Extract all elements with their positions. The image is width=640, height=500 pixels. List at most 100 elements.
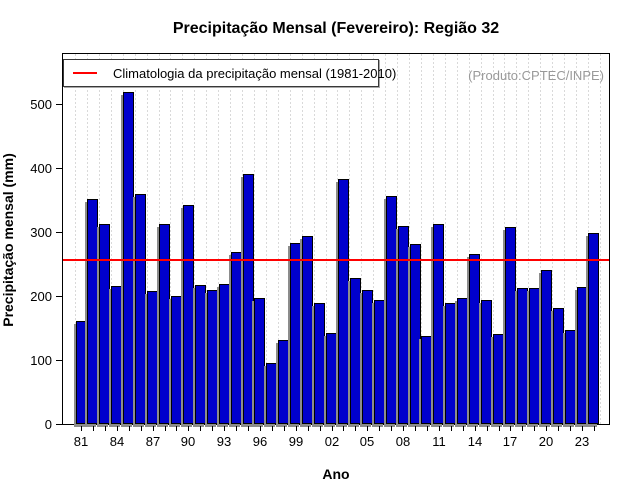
- x-tick: [153, 426, 154, 431]
- x-tick: [93, 426, 94, 431]
- x-tick: [212, 426, 213, 431]
- x-tick: [129, 426, 130, 431]
- x-tick-label: 87: [145, 434, 161, 449]
- y-tick-label: 200: [30, 289, 52, 304]
- grid-line: [576, 54, 578, 424]
- grid-line: [170, 54, 172, 424]
- grid-line: [444, 54, 446, 424]
- y-tick-label: 500: [30, 97, 52, 112]
- bar-98: [278, 340, 290, 424]
- grid-line: [313, 54, 315, 424]
- grid-line: [480, 54, 482, 424]
- bar-94: [230, 252, 242, 424]
- x-tick: [451, 426, 452, 431]
- bar-21: [552, 308, 564, 424]
- bar-07: [385, 196, 397, 424]
- bar-18: [516, 288, 528, 424]
- x-tick-label: 14: [467, 434, 483, 449]
- grid-line: [146, 54, 148, 424]
- y-tick-label: 300: [30, 225, 52, 240]
- x-tick-label: 90: [180, 434, 196, 449]
- x-tick: [260, 426, 261, 431]
- x-tick: [81, 426, 82, 431]
- x-tick-label: 08: [395, 434, 411, 449]
- y-tick: [56, 104, 62, 105]
- bar-82: [87, 199, 99, 424]
- bar-19: [528, 288, 540, 424]
- bar-15: [481, 300, 493, 424]
- x-tick-label: 20: [538, 434, 554, 449]
- product-annotation: (Produto:CPTEC/INPE): [468, 68, 604, 83]
- x-tick-label: 84: [109, 434, 125, 449]
- grid-line: [277, 54, 279, 424]
- x-tick: [248, 426, 249, 431]
- x-tick: [236, 426, 237, 431]
- y-tick-label: 400: [30, 161, 52, 176]
- bar-24: [588, 233, 600, 424]
- x-tick: [165, 426, 166, 431]
- grid-line: [75, 54, 76, 424]
- bar-91: [194, 285, 206, 424]
- climatology-line: [63, 259, 609, 261]
- x-tick: [224, 426, 225, 431]
- x-tick: [463, 426, 464, 431]
- bar-20: [540, 270, 552, 424]
- grid-line: [468, 54, 470, 424]
- bar-10: [421, 336, 433, 424]
- x-tick: [272, 426, 273, 431]
- bar-22: [564, 330, 576, 424]
- bar-99: [290, 243, 302, 424]
- x-tick: [499, 426, 500, 431]
- grid-line: [194, 54, 196, 424]
- x-tick: [141, 426, 142, 431]
- x-tick: [367, 426, 368, 431]
- x-tick-label: 81: [73, 434, 89, 449]
- bar-83: [99, 224, 111, 424]
- grid-line: [230, 54, 232, 424]
- bar-04: [349, 278, 361, 424]
- bar-08: [397, 226, 409, 424]
- grid-line: [456, 54, 458, 424]
- grid-line: [540, 54, 542, 424]
- x-tick: [355, 426, 356, 431]
- chart-title: Precipitação Mensal (Fevereiro): Região …: [172, 20, 500, 37]
- y-tick: [56, 296, 62, 297]
- bar-14: [469, 254, 481, 424]
- bar-09: [409, 244, 421, 424]
- x-tick: [320, 426, 321, 431]
- x-tick: [594, 426, 595, 431]
- x-tick-label: 05: [359, 434, 375, 449]
- x-tick: [379, 426, 380, 431]
- bar-03: [337, 179, 349, 424]
- bar-95: [242, 174, 254, 424]
- grid-line: [349, 54, 351, 424]
- x-tick: [570, 426, 571, 431]
- grid-line: [218, 54, 220, 424]
- bar-01: [314, 303, 326, 424]
- x-tick: [427, 426, 428, 431]
- y-tick-label: 100: [30, 353, 52, 368]
- bar-85: [123, 92, 135, 424]
- bar-11: [433, 224, 445, 424]
- x-tick: [391, 426, 392, 431]
- grid-line: [528, 54, 530, 424]
- y-tick: [56, 424, 62, 425]
- bar-05: [361, 290, 373, 424]
- x-tick: [522, 426, 523, 431]
- x-axis-label: Ano: [322, 466, 350, 482]
- grid-line: [206, 54, 208, 424]
- y-tick: [56, 232, 62, 233]
- bar-88: [159, 224, 170, 424]
- x-tick: [582, 426, 583, 431]
- plot-area: Climatologia da precipitação mensal (198…: [62, 53, 610, 425]
- x-tick: [105, 426, 106, 431]
- bar-89: [170, 296, 182, 424]
- bar-86: [135, 194, 147, 424]
- grid-line: [325, 54, 327, 424]
- grid-line: [599, 54, 601, 424]
- grid-line: [552, 54, 554, 424]
- x-tick: [296, 426, 297, 431]
- x-tick: [308, 426, 309, 431]
- bar-02: [326, 333, 338, 424]
- bar-81: [75, 321, 87, 424]
